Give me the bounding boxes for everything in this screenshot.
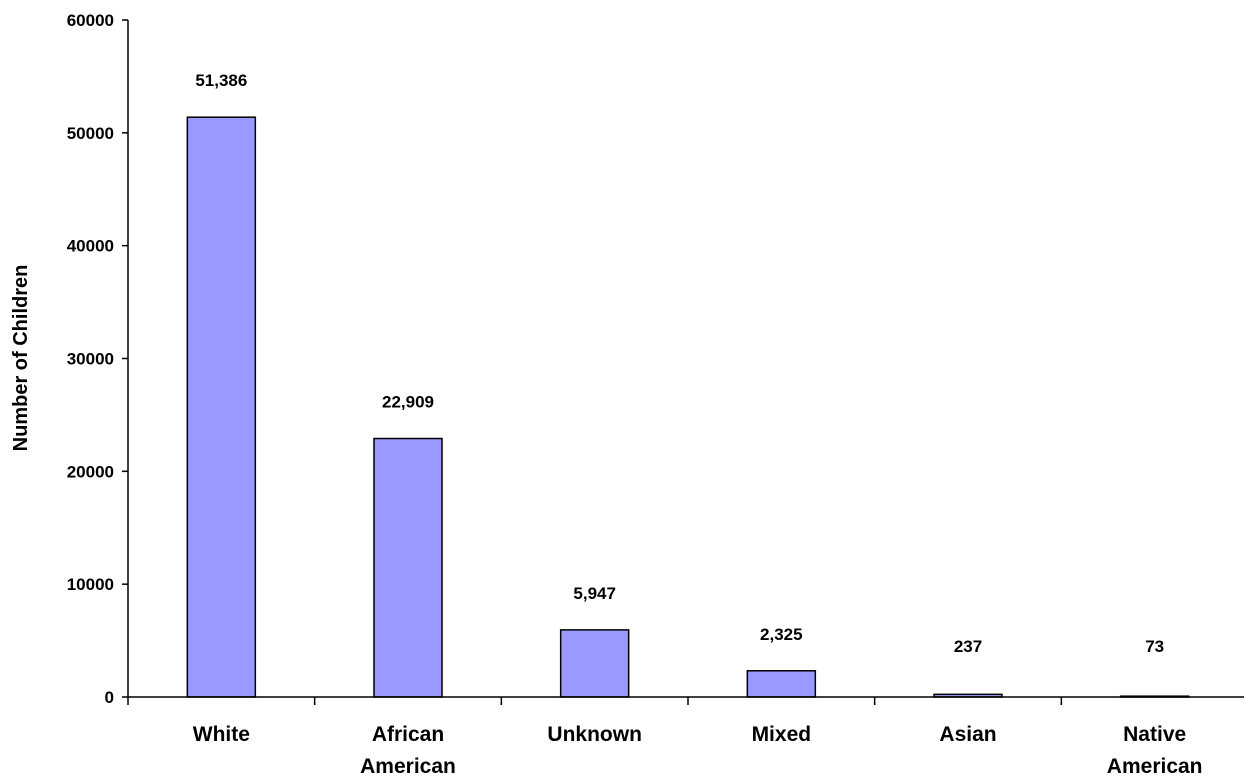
category-label: African (372, 723, 444, 746)
y-tick-label: 50000 (67, 124, 114, 143)
x-ticks-group (127, 697, 1063, 705)
category-label: White (193, 723, 250, 746)
y-axis-title: Number of Children (10, 265, 32, 452)
data-label: 237 (954, 637, 982, 656)
bar (746, 670, 817, 698)
category-label: Native (1123, 723, 1186, 746)
category-label: Asian (939, 723, 996, 746)
y-tick-label: 40000 (67, 237, 114, 256)
category-labels-group: White African American Unknown Mixed Asian Nat… (193, 723, 1203, 778)
bar (186, 116, 257, 698)
y-tick-label: 10000 (67, 575, 114, 594)
category-label: American (360, 755, 456, 778)
data-label: 51,386 (195, 71, 247, 90)
data-label: 5,947 (573, 584, 616, 603)
y-tick-label: 20000 (67, 462, 114, 481)
data-labels-group: 51,386 22,909 5,947 2,325 237 73 (195, 71, 1164, 656)
data-label: 73 (1145, 637, 1164, 656)
bars-group (186, 116, 1190, 698)
data-label: 22,909 (382, 393, 434, 412)
axes-group (127, 20, 1244, 698)
bar (559, 629, 630, 698)
category-label: American (1107, 755, 1203, 778)
bar (373, 437, 443, 698)
y-tick-label: 60000 (67, 11, 114, 30)
y-tick-label: 0 (105, 688, 114, 707)
data-label: 2,325 (760, 625, 803, 644)
y-ticks-group: 0 10000 20000 30000 40000 50000 60000 (67, 11, 128, 707)
category-label: Mixed (752, 723, 812, 746)
y-tick-label: 30000 (67, 350, 114, 369)
category-label: Unknown (547, 723, 642, 746)
